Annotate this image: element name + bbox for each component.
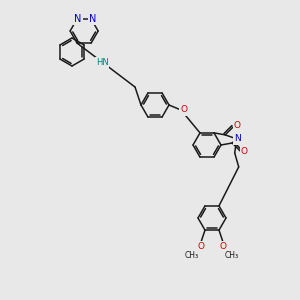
Text: O: O	[220, 242, 226, 250]
Text: O: O	[197, 242, 205, 250]
Text: N: N	[89, 14, 97, 24]
Text: CH₃: CH₃	[225, 250, 239, 260]
Text: O: O	[241, 148, 248, 157]
Text: O: O	[234, 122, 241, 130]
Text: N: N	[234, 134, 241, 143]
Text: N: N	[74, 14, 82, 24]
Text: O: O	[181, 106, 188, 115]
Text: CH₃: CH₃	[185, 250, 199, 260]
Text: HN: HN	[96, 58, 108, 67]
